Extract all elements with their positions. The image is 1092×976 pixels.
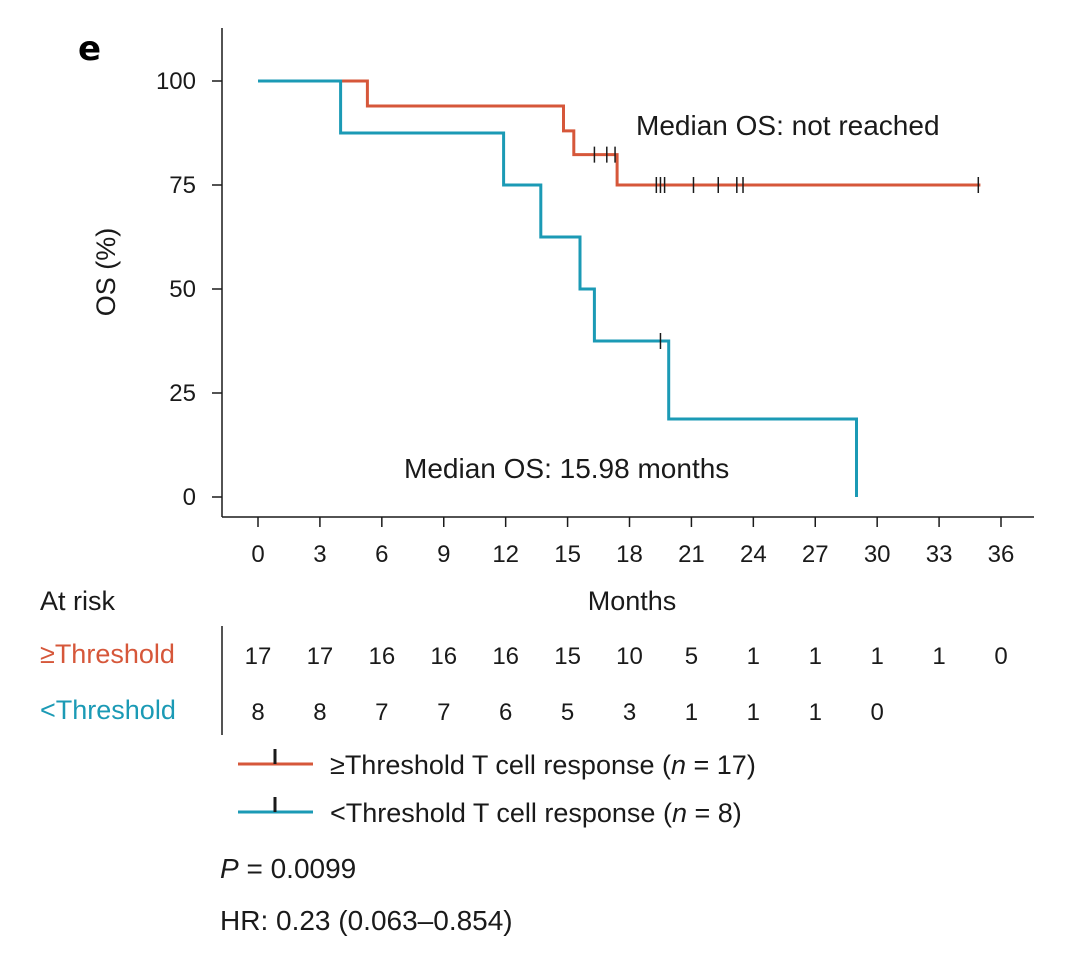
x-tick-label: 21: [678, 541, 705, 568]
at-risk-count-below: 1: [809, 699, 822, 726]
median-annotation-above: Median OS: not reached: [636, 110, 940, 141]
y-tick-label: 100: [156, 68, 196, 95]
at-risk-count-above: 16: [492, 643, 519, 670]
x-axis-ticks: 0 3 6 9 12 15 18 21 24 27 30 33 36: [251, 517, 1014, 568]
legend-label-above: ≥Threshold T cell response (n = 17): [330, 750, 756, 780]
legend-item-below: <Threshold T cell response (n = 8): [238, 797, 742, 828]
y-tick-label: 0: [183, 484, 196, 511]
x-axis-label: Months: [588, 586, 677, 616]
at-risk-count-above: 15: [554, 643, 581, 670]
legend-label-below: <Threshold T cell response (n = 8): [330, 798, 742, 828]
median-annotation-below: Median OS: 15.98 months: [404, 453, 729, 484]
y-tick-label: 50: [169, 276, 196, 303]
legend-item-above: ≥Threshold T cell response (n = 17): [238, 749, 756, 780]
axes: [221, 28, 1034, 518]
at-risk-count-above: 16: [430, 643, 457, 670]
km-curve-above: [258, 79, 981, 187]
at-risk-count-above: 1: [747, 643, 760, 670]
at-risk-count-above: 1: [932, 643, 945, 670]
survival-curves: [258, 79, 981, 497]
at-risk-count-below: 1: [747, 699, 760, 726]
at-risk-count-below: 3: [623, 699, 636, 726]
p-value: P = 0.0099: [220, 853, 356, 884]
x-tick-label: 27: [802, 541, 829, 568]
at-risk-count-below: 7: [375, 699, 388, 726]
y-axis-label: OS (%): [91, 228, 121, 317]
at-risk-count-above: 5: [685, 643, 698, 670]
x-tick-label: 0: [251, 541, 264, 568]
x-tick-label: 12: [492, 541, 519, 568]
at-risk-row-below: 8 8 7 7 6 5 3 1 1 1 0: [251, 699, 884, 726]
at-risk-count-above: 1: [809, 643, 822, 670]
at-risk-count-above: 17: [307, 643, 334, 670]
hazard-ratio: HR: 0.23 (0.063–0.854): [220, 905, 513, 936]
y-tick-label: 75: [169, 172, 196, 199]
x-tick-label: 18: [616, 541, 643, 568]
at-risk-label-above: ≥Threshold: [40, 639, 175, 669]
at-risk-count-above: 1: [870, 643, 883, 670]
x-tick-label: 6: [375, 541, 388, 568]
at-risk-count-below: 8: [313, 699, 326, 726]
y-axis-ticks: 0 25 50 75 100: [156, 68, 222, 511]
x-tick-label: 15: [554, 541, 581, 568]
x-tick-label: 24: [740, 541, 767, 568]
x-tick-label: 9: [437, 541, 450, 568]
at-risk-count-below: 5: [561, 699, 574, 726]
at-risk-header: At risk: [40, 586, 116, 616]
x-tick-label: 33: [926, 541, 953, 568]
panel-label: e: [78, 29, 101, 69]
at-risk-count-below: 0: [870, 699, 883, 726]
at-risk-count-above: 16: [368, 643, 395, 670]
x-tick-label: 3: [313, 541, 326, 568]
at-risk-count-above: 0: [994, 643, 1007, 670]
at-risk-label-below: <Threshold: [40, 695, 176, 725]
at-risk-count-below: 8: [251, 699, 264, 726]
censor-marks: [593, 146, 980, 349]
at-risk-count-above: 10: [616, 643, 643, 670]
x-tick-label: 30: [864, 541, 891, 568]
y-tick-label: 25: [169, 380, 196, 407]
at-risk-count-below: 7: [437, 699, 450, 726]
x-tick-label: 36: [988, 541, 1015, 568]
km-curve-below: [258, 79, 858, 497]
at-risk-count-above: 17: [245, 643, 272, 670]
at-risk-count-below: 6: [499, 699, 512, 726]
at-risk-count-below: 1: [685, 699, 698, 726]
legend: ≥Threshold T cell response (n = 17) <Thr…: [238, 749, 756, 828]
at-risk-row-above: 17 17 16 16 16 15 10 5 1 1 1 1 0: [245, 643, 1008, 670]
